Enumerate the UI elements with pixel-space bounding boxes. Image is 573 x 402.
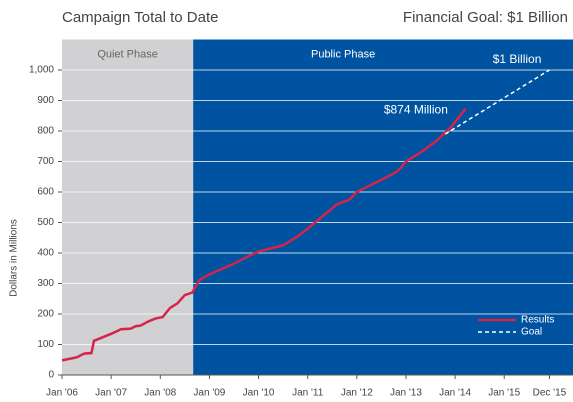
series-line: [444, 69, 550, 135]
phase-band: [62, 39, 194, 375]
x-tick-label: Jan '08: [144, 388, 176, 399]
x-tick-label: Dec '15: [533, 388, 567, 399]
y-tick-label: 400: [37, 248, 54, 259]
x-tick-label: Jan '11: [292, 388, 324, 399]
y-tick-label: 900: [37, 95, 54, 106]
y-tick-label: 100: [37, 339, 54, 350]
legend-label: Goal: [521, 327, 542, 338]
y-tick-label: 200: [37, 309, 54, 320]
x-tick-label: Jan '12: [341, 388, 373, 399]
x-tick-label: Jan '13: [390, 388, 422, 399]
y-axis-label: Dollars in Millions: [9, 219, 20, 297]
x-tick-label: Jan '10: [243, 388, 275, 399]
x-tick-label: Jan '09: [193, 388, 225, 399]
phase-label: Quiet Phase: [97, 48, 158, 60]
x-tick-label: Jan '15: [488, 388, 520, 399]
y-tick-label: 700: [37, 156, 54, 167]
series-line: [61, 107, 467, 362]
phase-band: [193, 39, 573, 375]
y-tick-label: 300: [37, 278, 54, 289]
x-tick-label: Jan '06: [46, 388, 78, 399]
y-tick-label: 500: [37, 217, 54, 228]
y-tick-label: 1,000: [29, 65, 54, 76]
chart-title: Campaign Total to Date: [62, 9, 218, 26]
x-tick-label: Jan '14: [439, 388, 471, 399]
annotation: $874 Million: [384, 103, 448, 117]
y-tick-label: 800: [37, 126, 54, 137]
y-tick-label: 600: [37, 187, 54, 198]
x-tick-label: Jan '07: [95, 388, 127, 399]
chart-subtitle: Financial Goal: $1 Billion: [403, 9, 568, 26]
annotation: $1 Billion: [493, 52, 542, 66]
legend-label: Results: [521, 315, 554, 326]
y-tick-label: 0: [48, 370, 54, 381]
phase-label: Public Phase: [311, 48, 375, 60]
